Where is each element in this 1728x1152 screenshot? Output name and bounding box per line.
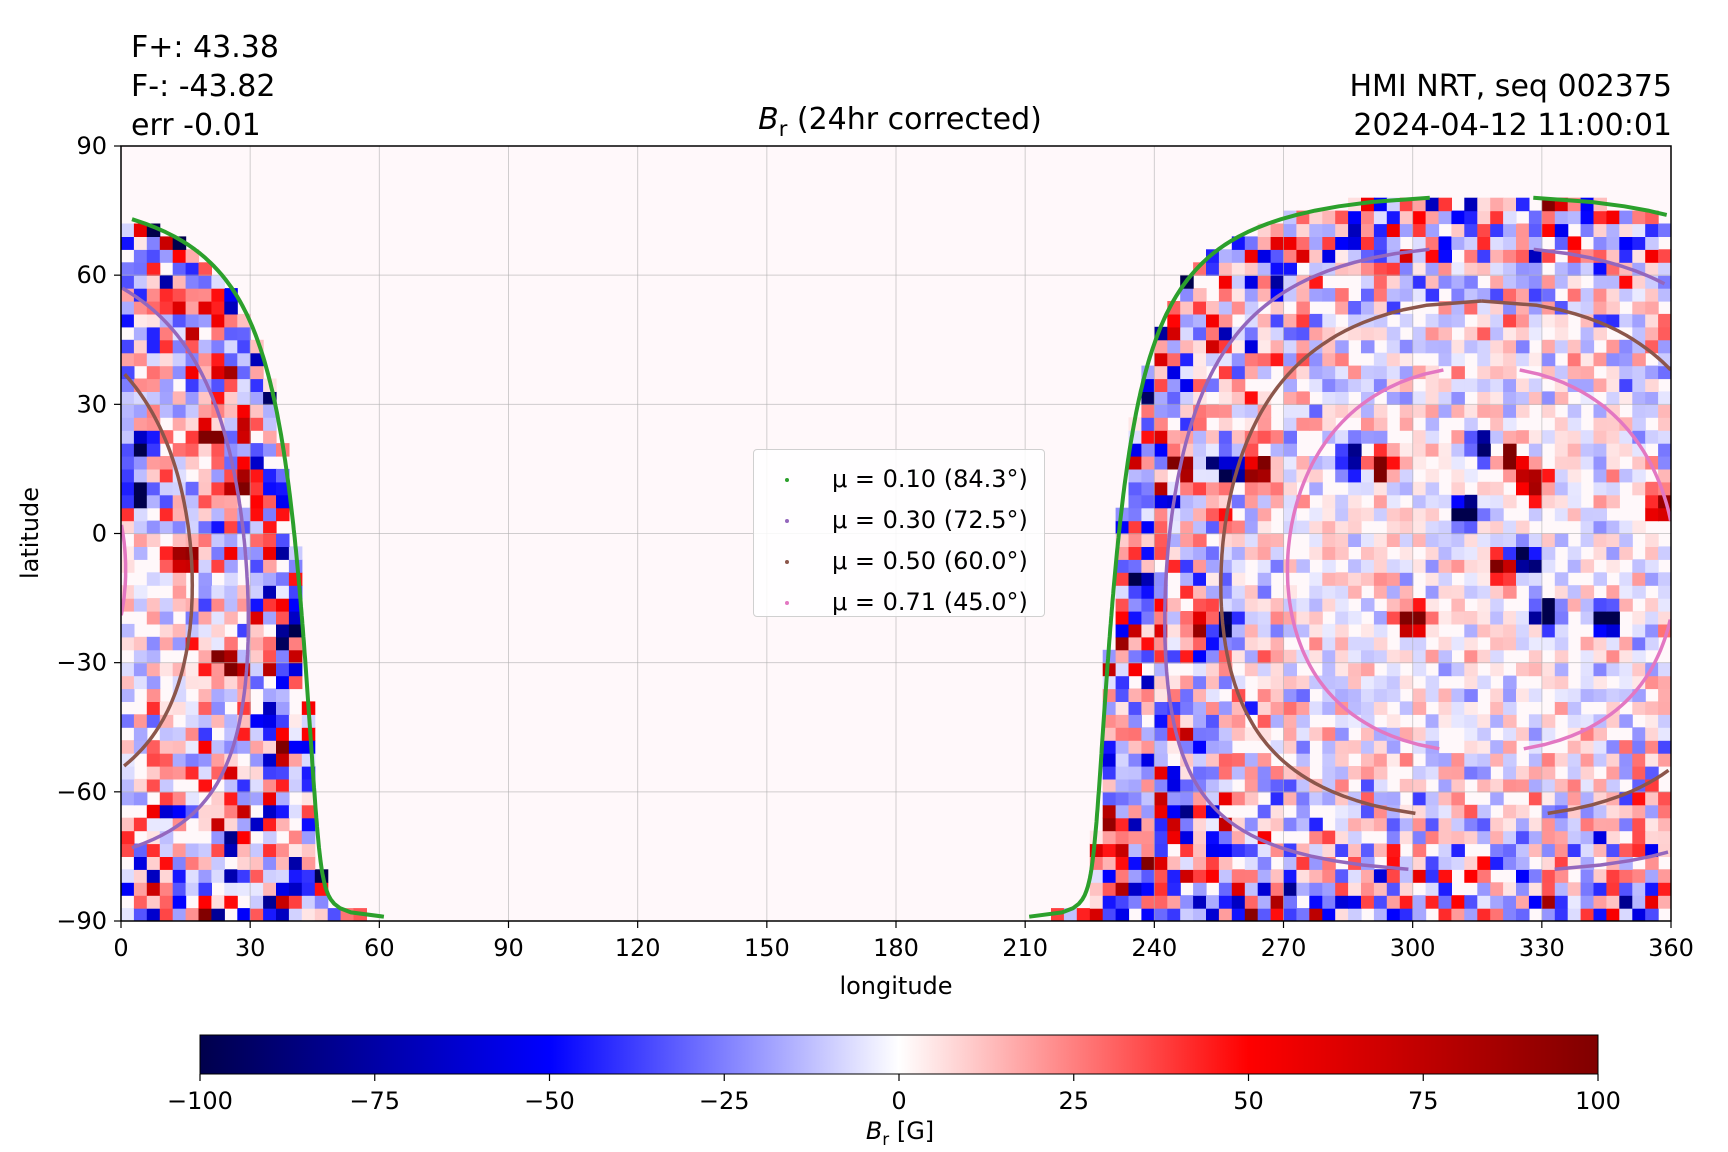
legend-label: μ = 0.71 (45.0°)	[832, 588, 1028, 616]
y-tick-label: −30	[56, 649, 107, 677]
legend-marker	[785, 519, 789, 523]
legend-entry: μ = 0.30 (72.5°)	[754, 502, 1044, 542]
legend-label: μ = 0.10 (84.3°)	[832, 465, 1028, 493]
legend: μ = 0.10 (84.3°) μ = 0.30 (72.5°) μ = 0.50…	[753, 449, 1045, 617]
legend-marker	[785, 601, 789, 605]
mu-contour	[1028, 195, 1430, 919]
mu-contour	[1554, 850, 1669, 872]
title-text: (24hr corrected)	[787, 102, 1042, 137]
x-tick-label: 120	[615, 934, 661, 962]
colorbar-ticks: −100 −75 −50 −25 0 25 50 75 100	[167, 1074, 1621, 1115]
flux-plus-text: F+: 43.38	[131, 30, 279, 65]
y-tick-label: −60	[56, 778, 107, 806]
x-tick-label: 30	[235, 934, 266, 962]
y-tick-label: 30	[76, 390, 107, 418]
chart-title: Br (24hr corrected)	[0, 102, 1728, 141]
x-tick-label: 60	[364, 934, 395, 962]
x-tick-label: 0	[113, 934, 128, 962]
colorbar-tick-label: 25	[1058, 1087, 1089, 1115]
flux-error-text: err -0.01	[131, 108, 261, 143]
colorbar-label-subscript: r	[882, 1128, 890, 1149]
colorbar-tick-label: 75	[1408, 1087, 1439, 1115]
y-tick-label: −90	[56, 907, 107, 935]
x-tick-label: 90	[493, 934, 524, 962]
x-axis-ticks: 0 30 60 90 120 150 180 210 240 270 300 330 360	[113, 921, 1694, 962]
colorbar-tick-label: 50	[1233, 1087, 1264, 1115]
x-tick-label: 240	[1131, 934, 1177, 962]
x-tick-label: 270	[1261, 934, 1307, 962]
x-tick-label: 150	[744, 934, 790, 962]
mu-contour	[1547, 768, 1670, 816]
y-axis-label: latitude	[16, 487, 44, 579]
colorbar-label-unit: [G]	[889, 1117, 935, 1145]
colorbar-tick-label: 0	[891, 1087, 906, 1115]
source-info: HMI NRT, seq 002375 2024-04-12 11:00:01	[1349, 67, 1672, 145]
mu-contour	[121, 286, 251, 850]
mu-contour	[1533, 247, 1666, 286]
y-axis-ticks: −90 −60 −30 0 30 60 90	[56, 132, 121, 935]
legend-label: μ = 0.50 (60.0°)	[832, 547, 1028, 575]
x-tick-label: 330	[1519, 934, 1565, 962]
colorbar-tick-label: −50	[524, 1087, 575, 1115]
y-tick-label: 0	[92, 520, 107, 548]
mu-contour	[122, 373, 195, 768]
legend-entry: μ = 0.71 (45.0°)	[754, 584, 1044, 624]
legend-marker	[785, 560, 789, 564]
colorbar	[199, 1034, 1599, 1075]
mu-contours	[121, 195, 1671, 919]
x-tick-label: 360	[1648, 934, 1694, 962]
colorbar-tick-label: −25	[699, 1087, 750, 1115]
mu-contour	[1533, 195, 1668, 217]
x-tick-label: 300	[1390, 934, 1436, 962]
x-tick-label: 210	[1002, 934, 1048, 962]
y-tick-label: 90	[76, 132, 107, 160]
mu-contour	[131, 217, 385, 919]
mu-contour	[1523, 619, 1671, 751]
y-tick-label: 60	[76, 261, 107, 289]
legend-marker	[785, 478, 789, 482]
mu-contour	[1519, 368, 1671, 521]
legend-entry: μ = 0.10 (84.3°)	[754, 461, 1044, 501]
colorbar-label-symbol: B	[865, 1117, 883, 1145]
x-axis-label: longitude	[839, 972, 952, 1000]
colorbar-tick-label: 100	[1575, 1087, 1621, 1115]
x-tick-label: 180	[873, 934, 919, 962]
timestamp-text: 2024-04-12 11:00:01	[1353, 108, 1672, 143]
mu-contour	[1219, 299, 1482, 816]
colorbar-label: Br [G]	[0, 1117, 1728, 1149]
flux-summary: F+: 43.38 F-: -43.82 err -0.01	[131, 28, 279, 145]
flux-minus-text: F-: -43.82	[131, 69, 276, 104]
mu-contour	[1163, 247, 1430, 872]
legend-label: μ = 0.30 (72.5°)	[832, 506, 1028, 534]
mu-contour	[1285, 368, 1444, 751]
mu-contour	[1481, 299, 1671, 372]
title-subscript: r	[778, 117, 788, 141]
colorbar-tick-label: −100	[167, 1087, 233, 1115]
colorbar-tick-label: −75	[349, 1087, 400, 1115]
legend-entry: μ = 0.50 (60.0°)	[754, 543, 1044, 583]
mu-contour	[121, 524, 128, 616]
source-text: HMI NRT, seq 002375	[1349, 69, 1672, 104]
title-symbol: B	[758, 102, 779, 137]
